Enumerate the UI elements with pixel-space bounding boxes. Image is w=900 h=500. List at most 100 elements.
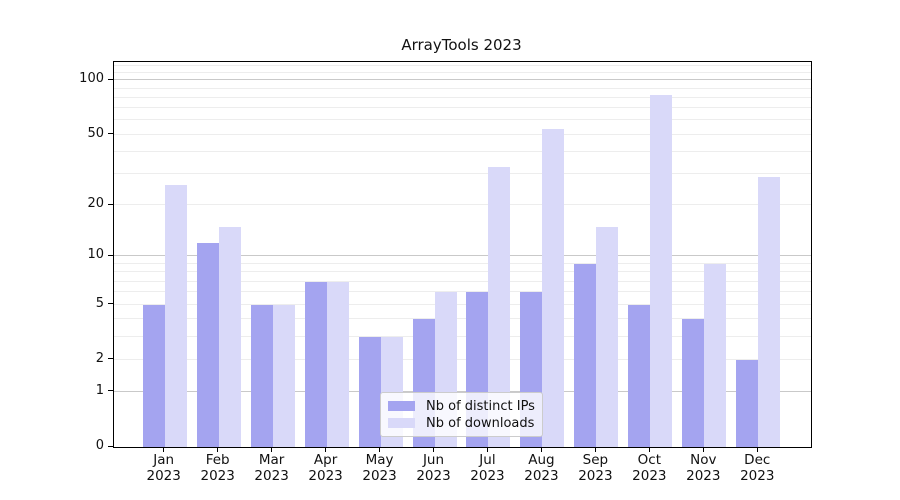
x-tick-mark-feb	[217, 447, 219, 452]
legend-label-distinct-ips: Nb of distinct IPs	[426, 398, 535, 414]
bar-downloads-nov	[704, 264, 727, 447]
y-tick-mark-5	[108, 303, 113, 305]
y-tick-mark-2	[108, 358, 113, 360]
bar-ips-may	[358, 336, 381, 447]
x-tick-label-jun: Jun 2023	[416, 452, 450, 484]
gridline-minor-110	[114, 71, 811, 73]
y-tick-mark-10	[108, 254, 113, 256]
x-tick-month: May	[365, 452, 394, 468]
x-tick-year: 2023	[146, 468, 181, 484]
x-tick-year: 2023	[524, 468, 559, 484]
y-tick-label-10: 10	[87, 247, 104, 263]
x-tick-month: Dec	[744, 452, 771, 468]
legend: Nb of distinct IPs Nb of downloads	[380, 392, 543, 437]
x-tick-month: Jun	[422, 452, 445, 468]
x-tick-mark-jun	[433, 447, 434, 452]
bar-downloads-sep	[596, 226, 619, 447]
bar-ips-feb	[196, 243, 219, 447]
bar-ips-oct	[628, 304, 651, 447]
x-tick-label-apr: Apr 2023	[308, 452, 342, 484]
x-tick-label-jan: Jan 2023	[147, 452, 181, 484]
x-tick-label-mar: Mar 2023	[254, 452, 288, 484]
x-tick-month: Aug	[528, 452, 555, 468]
x-tick-mark-oct	[648, 447, 650, 452]
x-tick-month: Apr	[313, 452, 338, 468]
x-tick-label-may: May 2023	[362, 452, 396, 484]
bar-ips-nov	[682, 319, 705, 447]
y-tick-label-20: 20	[87, 196, 104, 212]
x-tick-mark-sep	[594, 447, 596, 452]
legend-label-downloads: Nb of downloads	[426, 415, 535, 431]
bar-downloads-feb	[218, 226, 241, 447]
x-tick-label-dec: Dec 2023	[740, 452, 774, 484]
chart-title: ArrayTools 2023	[401, 36, 522, 54]
x-tick-year: 2023	[308, 468, 343, 484]
y-tick-label-0: 0	[95, 438, 104, 453]
y-tick-mark-20	[108, 203, 113, 205]
bar-ips-jan	[142, 304, 165, 447]
x-tick-year: 2023	[686, 468, 721, 484]
x-tick-mark-apr	[325, 447, 327, 452]
gridline-minor-80	[114, 96, 811, 98]
bar-ips-mar	[250, 304, 273, 447]
x-tick-mark-nov	[702, 447, 704, 452]
bar-ips-sep	[574, 264, 597, 447]
x-tick-mark-aug	[540, 447, 542, 452]
legend-item-downloads: Nb of downloads	[388, 415, 535, 431]
gridline-minor-30	[114, 173, 811, 175]
y-tick-mark-0	[108, 445, 113, 447]
gridline-major-100	[114, 79, 811, 81]
x-tick-year: 2023	[470, 468, 505, 484]
gridline-minor-8	[114, 271, 811, 273]
x-tick-year: 2023	[416, 468, 451, 484]
gridline-minor-6	[114, 291, 811, 293]
bar-downloads-aug	[542, 128, 565, 447]
x-tick-year: 2023	[578, 468, 613, 484]
bar-ips-dec	[736, 359, 759, 447]
gridline-minor-70	[114, 107, 811, 109]
bar-ips-apr	[304, 281, 327, 447]
gridline-minor-3	[114, 335, 811, 337]
x-tick-year: 2023	[200, 468, 235, 484]
x-tick-year: 2023	[740, 468, 775, 484]
x-tick-mark-dec	[756, 447, 758, 452]
x-tick-month: Jul	[479, 452, 496, 468]
x-tick-year: 2023	[632, 468, 667, 484]
y-tick-mark-100	[108, 78, 113, 80]
bar-downloads-mar	[272, 304, 295, 447]
x-tick-label-oct: Oct 2023	[632, 452, 666, 484]
x-tick-label-feb: Feb 2023	[200, 452, 234, 484]
legend-swatch-downloads	[388, 418, 415, 428]
gridline-minor-40	[114, 150, 811, 152]
bar-downloads-oct	[650, 94, 673, 447]
gridline-minor-5	[114, 303, 811, 305]
y-tick-label-5: 5	[95, 295, 104, 311]
gridline-minor-60	[114, 119, 811, 121]
x-tick-mark-mar	[271, 447, 273, 452]
x-tick-month: Nov	[690, 452, 717, 468]
gridline-minor-4	[114, 318, 811, 320]
x-tick-mark-may	[379, 447, 381, 452]
gridline-minor-120	[114, 64, 811, 66]
gridline-minor-2	[114, 358, 811, 360]
bar-downloads-dec	[758, 176, 781, 447]
y-tick-mark-50	[108, 133, 113, 134]
y-tick-label-1: 1	[95, 382, 104, 398]
x-tick-year: 2023	[362, 468, 397, 484]
legend-swatch-distinct-ips	[388, 401, 415, 411]
gridline-minor-7	[114, 280, 811, 282]
x-tick-label-nov: Nov 2023	[686, 452, 720, 484]
y-tick-label-100: 100	[79, 71, 104, 87]
bar-downloads-jul	[488, 166, 511, 447]
x-tick-mark-jan	[163, 447, 165, 452]
gridline-minor-20	[114, 204, 811, 206]
gridline-major-10	[114, 255, 811, 257]
x-tick-mark-jul	[486, 447, 488, 452]
x-tick-month: Mar	[258, 452, 285, 468]
y-tick-label-50: 50	[87, 125, 104, 141]
y-tick-mark-1	[108, 390, 113, 392]
x-tick-year: 2023	[254, 468, 289, 484]
x-tick-month: Feb	[205, 452, 230, 468]
gridline-minor-90	[114, 87, 811, 89]
x-tick-label-sep: Sep 2023	[578, 452, 612, 484]
